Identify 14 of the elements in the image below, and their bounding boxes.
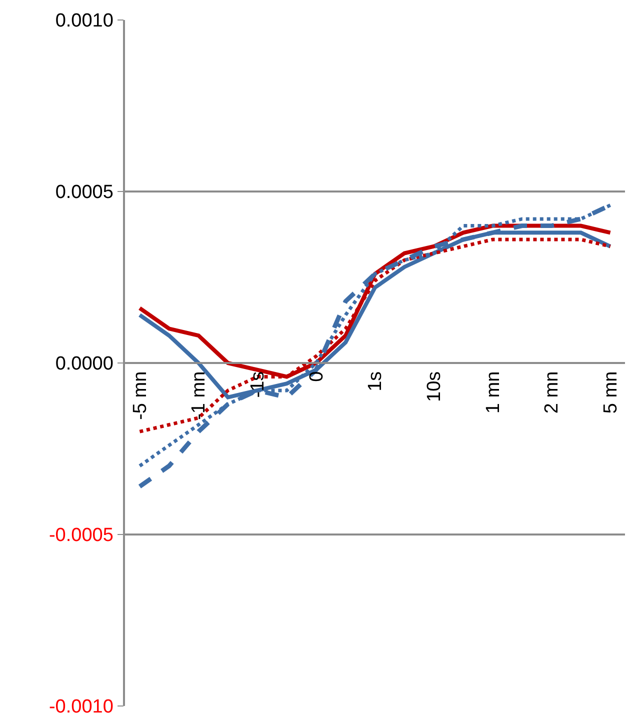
x-tick-label: 10s — [424, 371, 445, 402]
x-tick-label: -1 mn — [188, 371, 210, 420]
x-tick-label: 5 mn — [600, 371, 622, 414]
x-tick-label: -5 mn — [130, 371, 151, 420]
x-tick-label: 1s — [365, 371, 386, 392]
x-tick-label: 1 mn — [482, 371, 504, 414]
x-tick-label: 0 — [306, 371, 328, 382]
x-tick-label: -1s — [248, 371, 269, 398]
y-tick-label: 0.0005 — [55, 182, 114, 204]
x-tick-label: 2 mn — [542, 371, 563, 414]
y-tick-label: -0.0005 — [48, 525, 114, 546]
y-tick-label: 0.0000 — [55, 354, 114, 375]
y-tick-label: -0.0010 — [48, 696, 114, 718]
y-tick-label: 0.0010 — [55, 10, 114, 32]
